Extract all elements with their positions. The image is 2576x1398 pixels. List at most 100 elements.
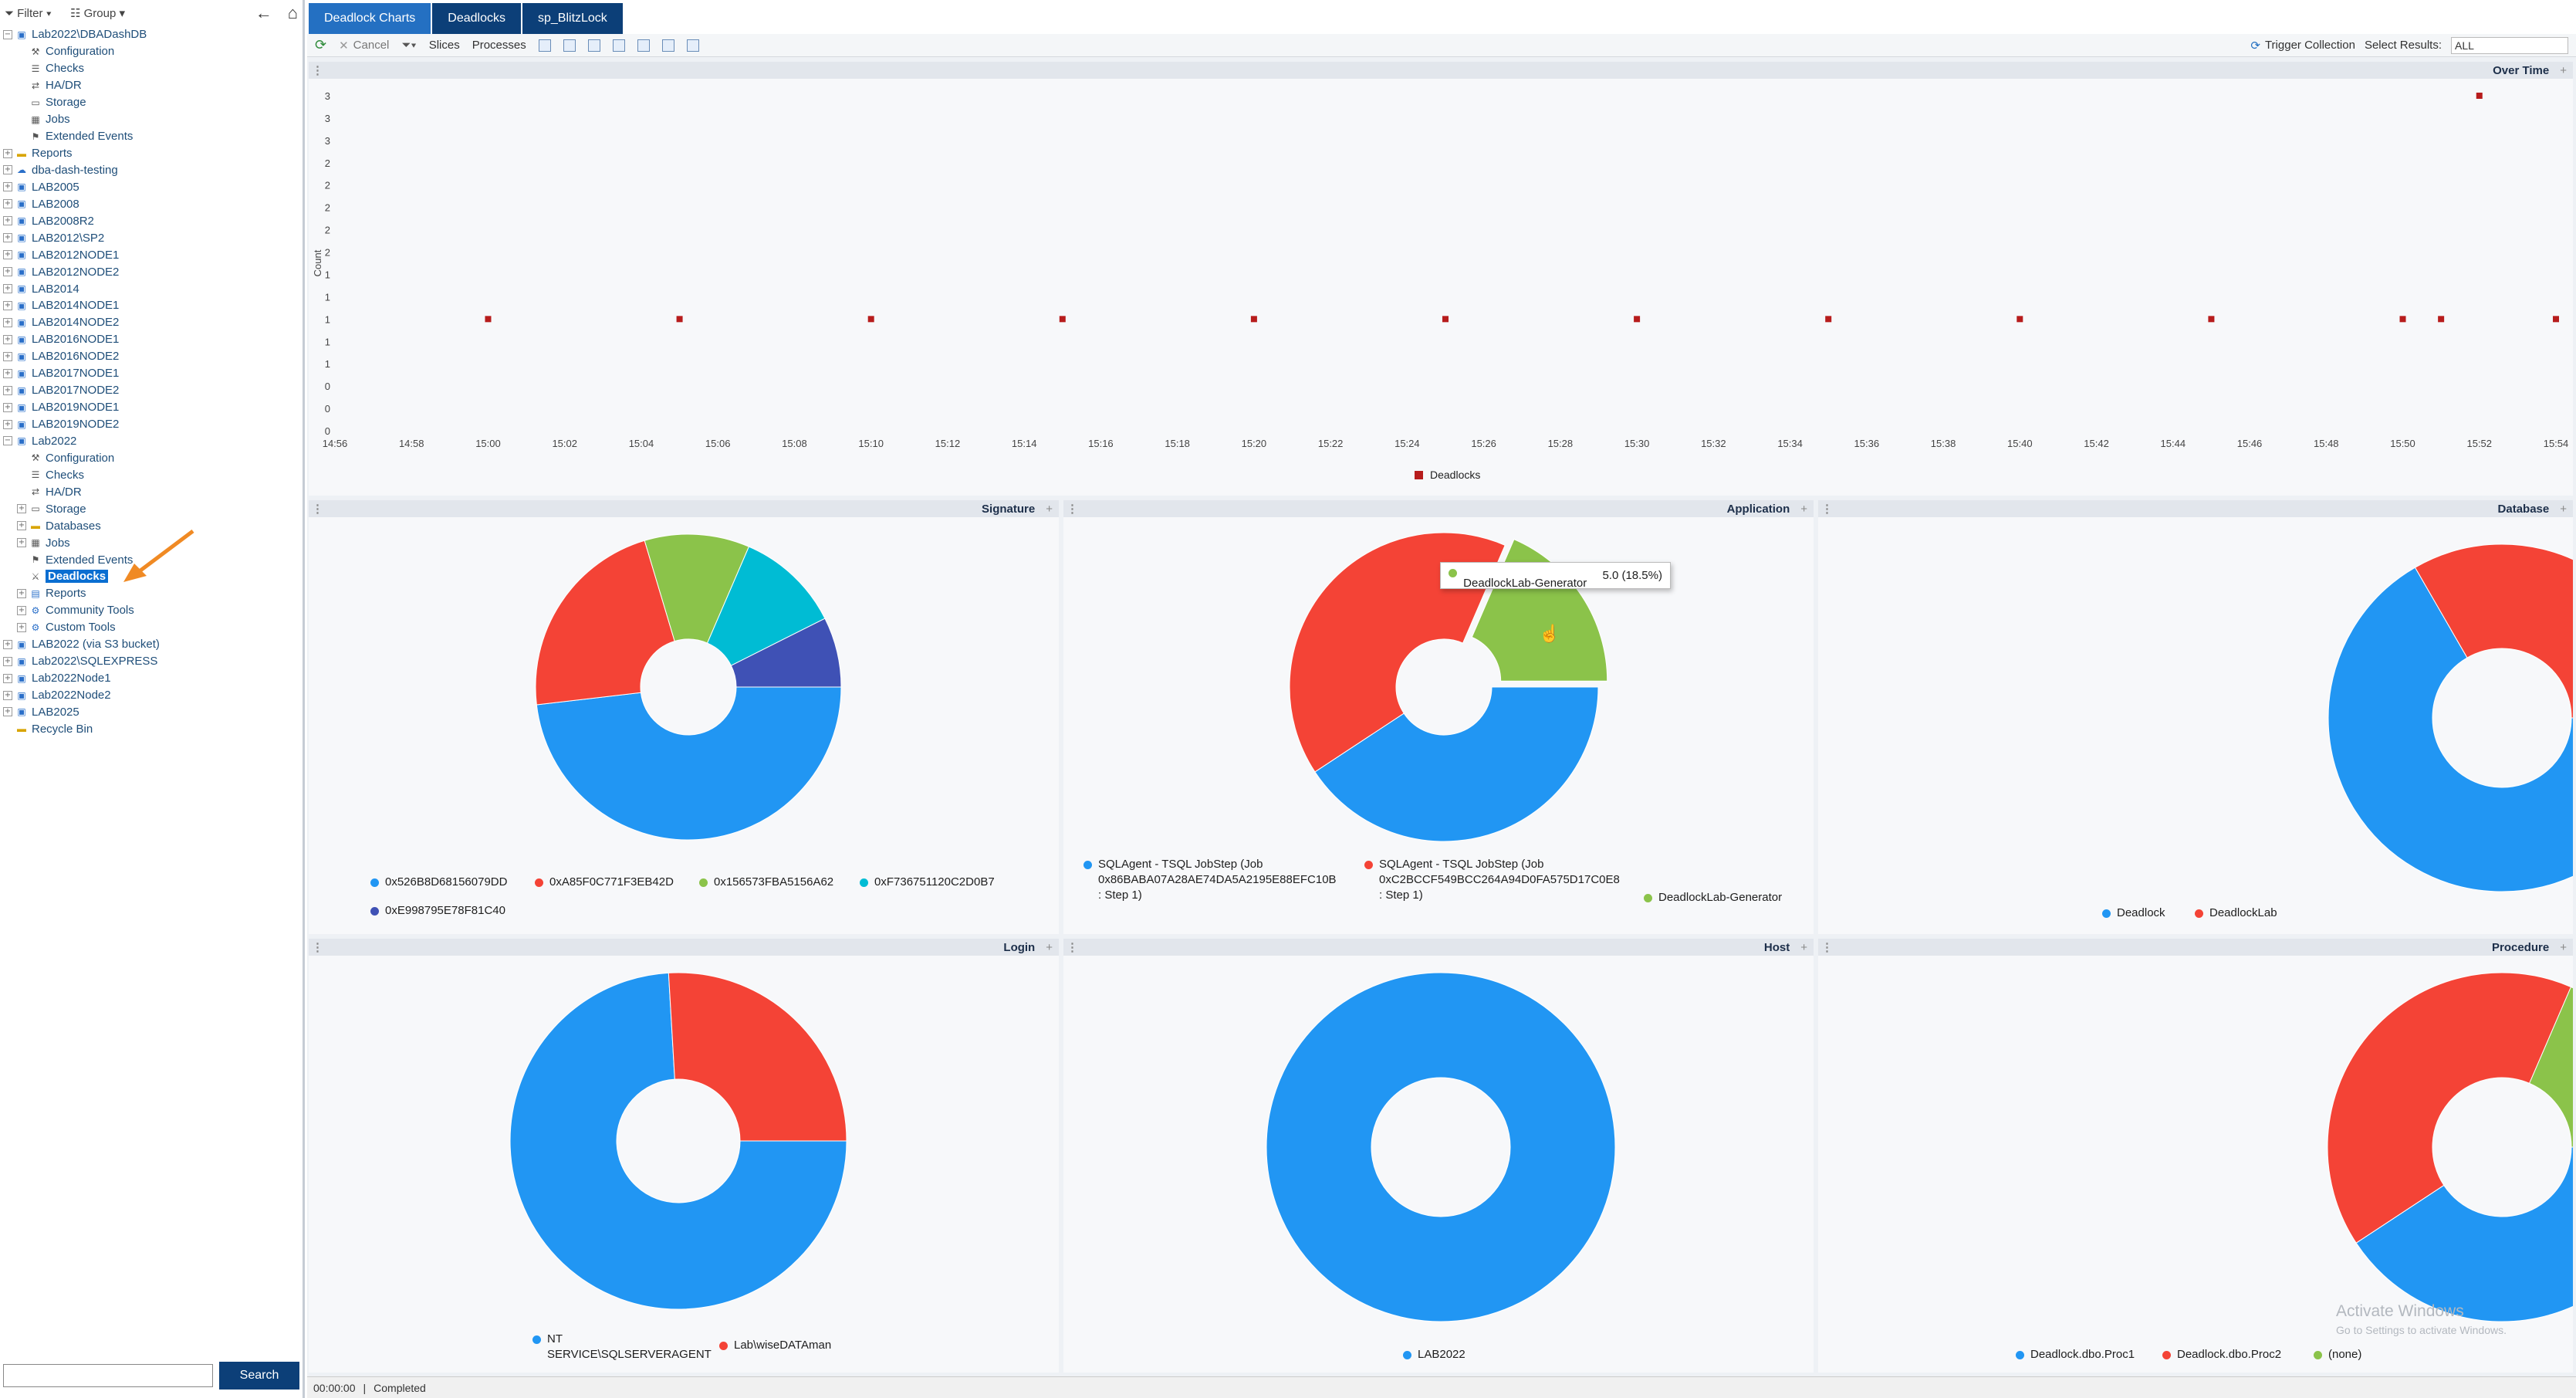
tree-item-lab2016node1[interactable]: + ▣ LAB2016NODE1 — [0, 331, 303, 348]
collapse-icon[interactable]: − — [3, 29, 12, 39]
expand-icon[interactable]: + — [3, 385, 12, 395]
signature-legend-item[interactable]: 0xF736751120C2D0B7 — [860, 875, 995, 890]
procedure-slice-deadlock-dbo-proc2[interactable] — [2327, 972, 2572, 1244]
slices-button[interactable]: Slices — [428, 39, 460, 52]
tree-item-dba-dash-testing[interactable]: + ☁ dba-dash-testing — [0, 162, 303, 179]
tree-item-lab2022node1[interactable]: + ▣ Lab2022Node1 — [0, 670, 303, 687]
expand-icon[interactable]: + — [3, 351, 12, 361]
database-legend-item[interactable]: DeadlockLab — [2195, 905, 2277, 921]
copy-icon[interactable] — [587, 39, 600, 52]
expand-icon[interactable]: + — [17, 504, 26, 514]
tree-item-lab2025[interactable]: + ▣ LAB2025 — [0, 704, 303, 721]
select-results-dropdown[interactable]: ALL — [2451, 36, 2568, 54]
tree-item-storage[interactable]: + ▭ Storage — [0, 500, 303, 517]
expand-icon[interactable]: + — [3, 402, 12, 412]
panel-grip-icon[interactable]: ⋮ — [1821, 941, 1833, 954]
tree-item-ha-dr[interactable]: ⇄ HA/DR — [0, 77, 303, 94]
signature-slice-0x526b8d68156079dd[interactable] — [536, 686, 842, 841]
tree-item-lab2017node1[interactable]: + ▣ LAB2017NODE1 — [0, 365, 303, 382]
processes-button[interactable]: Processes — [472, 39, 526, 52]
expand-icon[interactable]: + — [17, 605, 26, 615]
application-legend-item[interactable]: SQLAgent - TSQL JobStep (Job 0xC2BCCF549… — [1364, 857, 1620, 903]
tree-item-lab2005[interactable]: + ▣ LAB2005 — [0, 178, 303, 195]
login-legend-item[interactable]: Lab\wiseDATAman — [719, 1338, 831, 1353]
tab-sp-blitzlock[interactable]: sp_BlitzLock — [522, 3, 624, 34]
expand-icon[interactable]: + — [3, 419, 12, 429]
deadlock-point[interactable] — [485, 316, 492, 323]
login-slice-lab-wisedataman[interactable] — [668, 972, 847, 1142]
tree-item-lab2014node1[interactable]: + ▣ LAB2014NODE1 — [0, 297, 303, 314]
tree-item-jobs[interactable]: + ▦ Jobs — [0, 534, 303, 551]
expand-icon[interactable]: + — [3, 182, 12, 192]
filter-button[interactable]: ⏷ Filter ▾ — [5, 6, 52, 20]
collapse-icon[interactable]: − — [3, 436, 12, 446]
deadlock-point[interactable] — [2017, 316, 2023, 323]
panel-expand-icon[interactable]: + — [1046, 502, 1053, 516]
expand-icon[interactable]: + — [17, 521, 26, 531]
database-slice-deadlocklab[interactable] — [2414, 543, 2576, 719]
host-legend-item[interactable]: LAB2022 — [1403, 1347, 1465, 1362]
tree-item-checks[interactable]: ☰ Checks — [0, 60, 303, 77]
panel-grip-icon[interactable]: ⋮ — [312, 503, 323, 516]
tree-item-lab2022-via-s3-bucket[interactable]: + ▣ LAB2022 (via S3 bucket) — [0, 636, 303, 653]
database-legend-item[interactable]: Deadlock — [2102, 905, 2165, 921]
tree-item-configuration[interactable]: ⚒ Configuration — [0, 449, 303, 466]
refresh-icon[interactable]: ⟳ — [315, 37, 327, 52]
signature-legend-item[interactable]: 0x526B8D68156079DD — [370, 875, 507, 890]
tree-item-lab2022-sqlexpress[interactable]: + ▣ Lab2022\SQLEXPRESS — [0, 653, 303, 670]
expand-icon[interactable]: + — [17, 538, 26, 548]
deadlock-point[interactable] — [1059, 316, 1066, 323]
tree-item-extended-events[interactable]: ⚑ Extended Events — [0, 128, 303, 145]
tree-item-lab2022node2[interactable]: + ▣ Lab2022Node2 — [0, 687, 303, 704]
expand-icon[interactable]: + — [3, 368, 12, 378]
expand-icon[interactable]: + — [3, 656, 12, 666]
tree-item-reports[interactable]: + ▬ Reports — [0, 145, 303, 162]
deadlock-point[interactable] — [1250, 316, 1257, 323]
login-slice-nt-service-sqlserveragent[interactable] — [509, 972, 847, 1310]
search-button[interactable]: Search — [219, 1362, 299, 1390]
tree-item-lab2012node2[interactable]: + ▣ LAB2012NODE2 — [0, 263, 303, 280]
tree-item-ha-dr[interactable]: ⇄ HA/DR — [0, 483, 303, 500]
signature-legend-item[interactable]: 0xE998795E78F81C40 — [370, 903, 505, 919]
expand-icon[interactable]: + — [3, 199, 12, 209]
tree-item-lab2022[interactable]: − ▣ Lab2022 — [0, 433, 303, 450]
tree-item-lab2014node2[interactable]: + ▣ LAB2014NODE2 — [0, 314, 303, 331]
deadlock-point[interactable] — [2553, 316, 2559, 323]
expand-icon[interactable]: + — [17, 622, 26, 632]
home-icon[interactable]: ⌂ — [287, 3, 298, 22]
legend-label[interactable]: Deadlocks — [1430, 469, 1480, 481]
panel-grip-icon[interactable]: ⋮ — [1821, 503, 1833, 516]
panel-grip-icon[interactable]: ⋮ — [312, 64, 323, 77]
panel-expand-icon[interactable]: + — [2560, 502, 2567, 516]
deadlock-point[interactable] — [867, 316, 874, 323]
deadlock-point[interactable] — [2208, 316, 2215, 323]
tree-item-jobs[interactable]: ▦ Jobs — [0, 111, 303, 128]
application-legend-item[interactable]: DeadlockLab-Generator — [1644, 890, 1782, 905]
tree-item-lab2012-sp2[interactable]: + ▣ LAB2012\SP2 — [0, 229, 303, 246]
expand-icon[interactable]: + — [3, 639, 12, 649]
tree-item-lab2008[interactable]: + ▣ LAB2008 — [0, 195, 303, 212]
panel-expand-icon[interactable]: + — [2560, 940, 2567, 954]
panel-grip-icon[interactable]: ⋮ — [1067, 941, 1078, 954]
expand-icon[interactable]: + — [3, 334, 12, 344]
expand-icon[interactable]: + — [17, 588, 26, 598]
host-slice-lab2022[interactable] — [1266, 972, 1616, 1322]
tree-item-lab2019node2[interactable]: + ▣ LAB2019NODE2 — [0, 416, 303, 433]
tree-item-lab2016node2[interactable]: + ▣ LAB2016NODE2 — [0, 348, 303, 365]
tree-item-lab2019node1[interactable]: + ▣ LAB2019NODE1 — [0, 399, 303, 416]
dashboard-icon[interactable] — [686, 39, 699, 52]
deadlock-point[interactable] — [2438, 316, 2445, 323]
back-arrow-icon[interactable]: ← — [255, 3, 272, 22]
tree-item-lab2014[interactable]: + ▣ LAB2014 — [0, 280, 303, 297]
expand-icon[interactable]: + — [3, 233, 12, 243]
tree-item-lab2008r2[interactable]: + ▣ LAB2008R2 — [0, 212, 303, 229]
expand-icon[interactable]: + — [3, 673, 12, 683]
deadlock-point[interactable] — [1442, 316, 1449, 323]
tree-item-lab2012node1[interactable]: + ▣ LAB2012NODE1 — [0, 246, 303, 263]
signature-slice-0xa85f0c771f3eb42d[interactable] — [535, 540, 675, 706]
tree-item-community-tools[interactable]: + ⚙ Community Tools — [0, 602, 303, 619]
table-icon[interactable] — [661, 39, 674, 52]
expand-icon[interactable]: + — [3, 284, 12, 294]
signature-legend-item[interactable]: 0x156573FBA5156A62 — [699, 875, 833, 890]
panel-expand-icon[interactable]: + — [2560, 63, 2567, 77]
